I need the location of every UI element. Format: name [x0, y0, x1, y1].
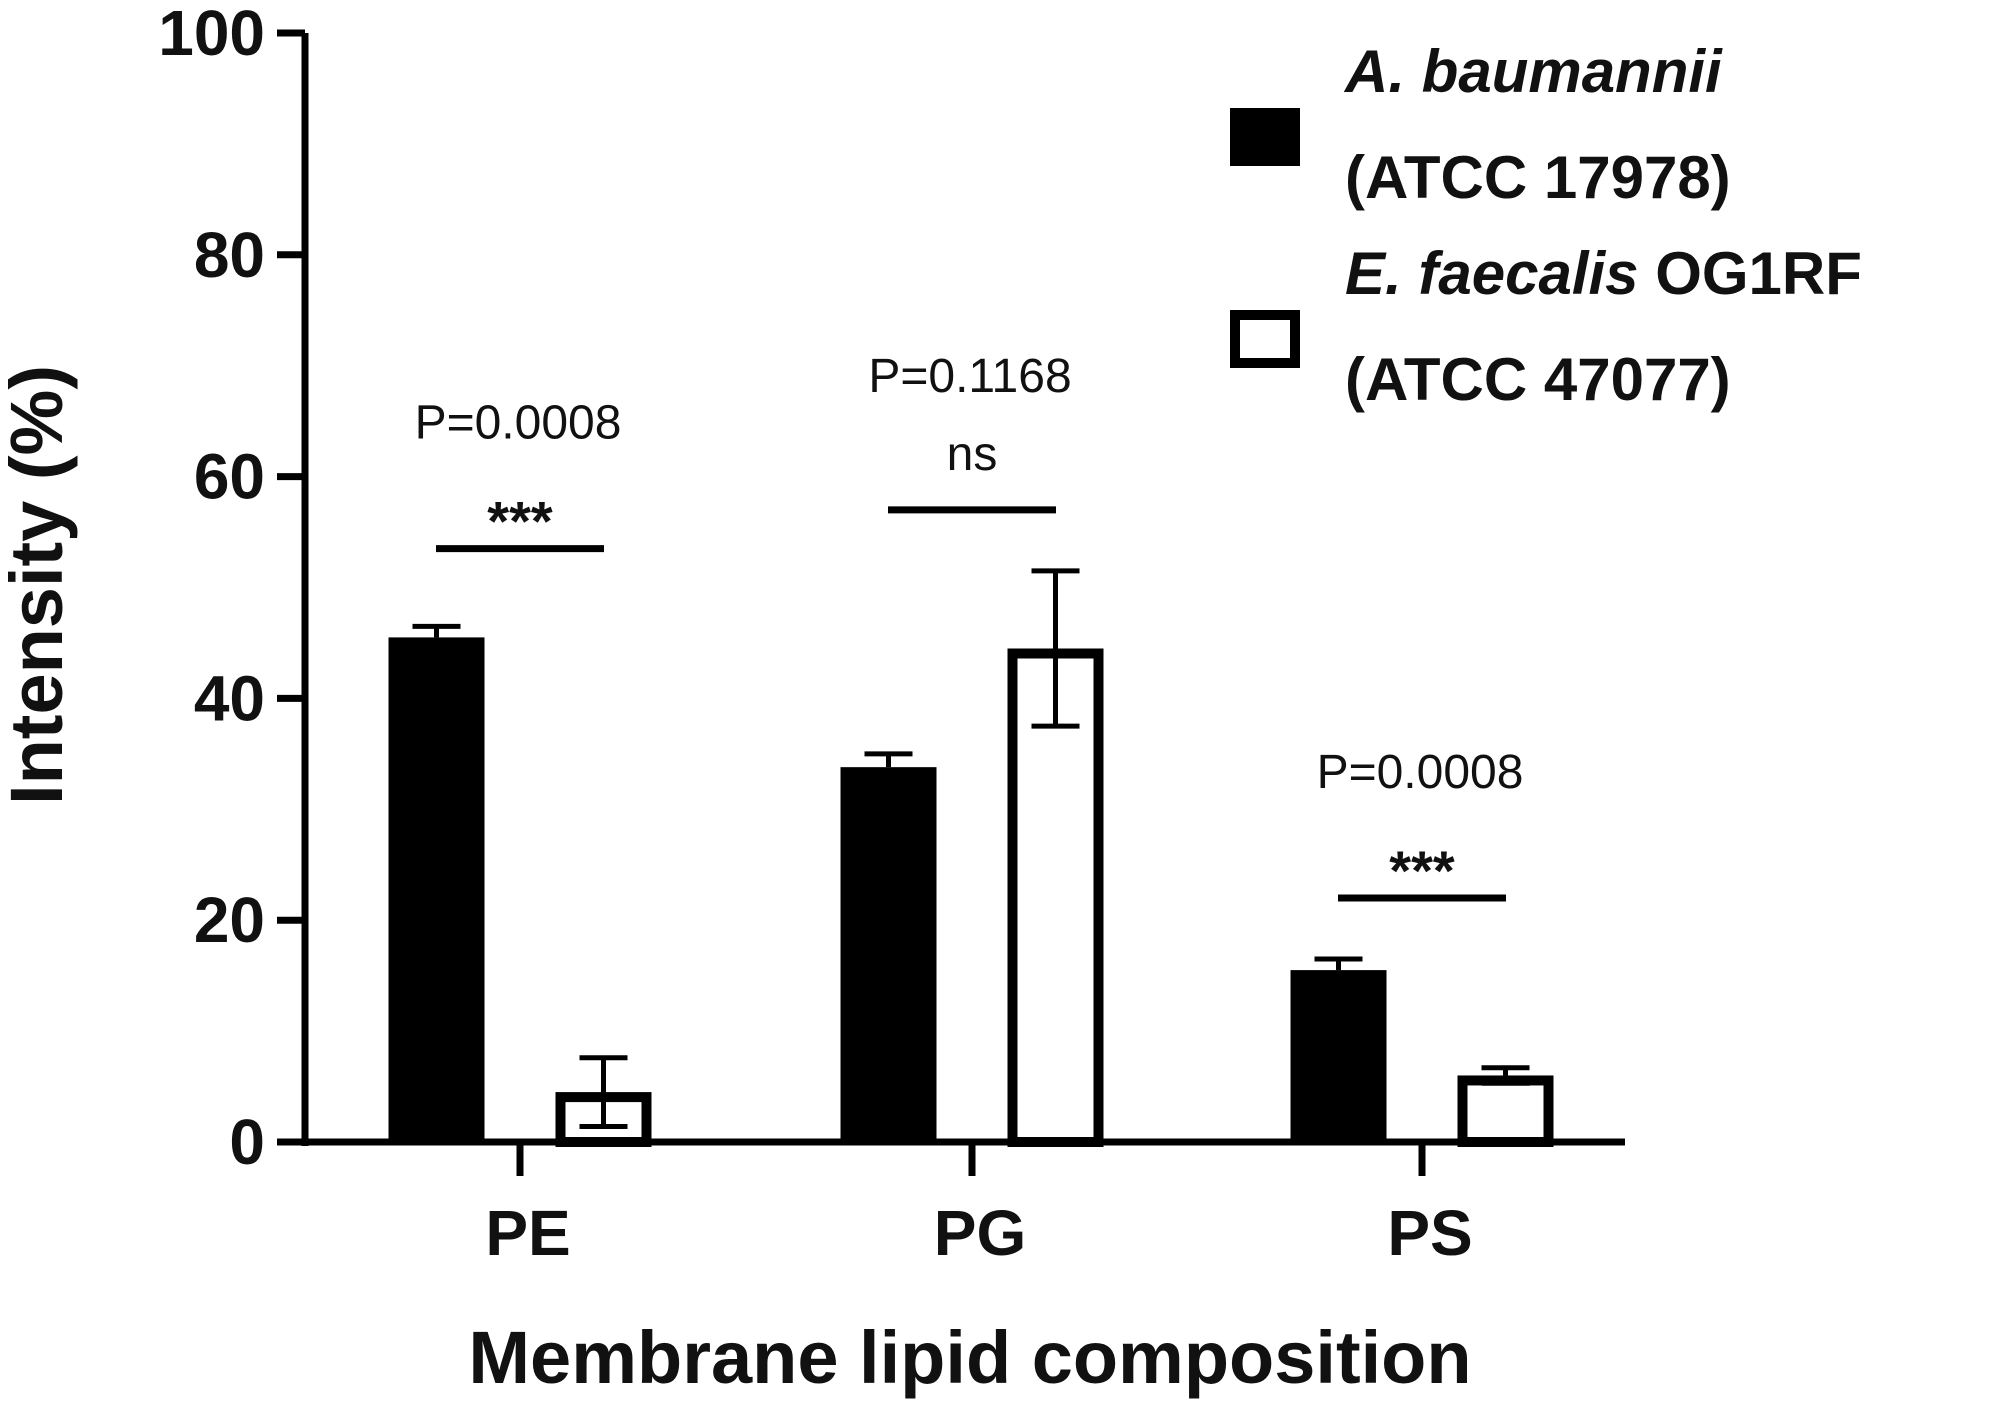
x-tick-label: PS — [1387, 1197, 1472, 1269]
legend-strain-name: OG1RF — [1639, 240, 1862, 307]
y-tick-label: 80 — [194, 219, 265, 291]
p-value-label: P=0.0008 — [1317, 746, 1524, 799]
p-value-label: P=0.0008 — [415, 397, 622, 450]
legend-label-line2: (ATCC 17978) — [1345, 144, 1731, 211]
significance-annotations: *** P=0.0008 ns P=0.1168 *** P=0.0008 — [415, 350, 1524, 902]
significance-stars: *** — [1389, 839, 1455, 902]
y-tick-label: 40 — [194, 662, 265, 734]
legend-label-line2: (ATCC 47077) — [1345, 346, 1731, 413]
y-axis-title: Intensity (%) — [0, 365, 78, 805]
bar — [1290, 970, 1387, 1142]
x-axis-title: Membrane lipid composition — [468, 1316, 1471, 1399]
significance-stars: *** — [487, 490, 553, 553]
legend-species-name: A. baumannii — [1343, 38, 1723, 105]
x-tick-label: PG — [934, 1197, 1026, 1269]
bar — [1457, 1075, 1554, 1147]
bar — [388, 637, 485, 1142]
bars — [388, 568, 1554, 1147]
y-tick-label: 100 — [158, 0, 265, 69]
legend-species-name: E. faecalis — [1345, 240, 1639, 307]
significance-ns: ns — [947, 428, 998, 481]
legend-label-line1: A. baumannii — [1343, 38, 1723, 105]
legend-label-line1: E. faecalis OG1RF — [1345, 240, 1862, 307]
p-value-label: P=0.1168 — [868, 350, 1071, 403]
legend-swatch — [1230, 108, 1300, 166]
bar — [840, 767, 937, 1142]
legend-swatch — [1230, 310, 1300, 368]
axes: 0 20 40 60 80 100 PE PG PS — [158, 0, 1625, 1269]
y-tick-label: 60 — [194, 441, 265, 513]
x-tick-label: PE — [485, 1197, 570, 1269]
y-tick-label: 0 — [229, 1106, 265, 1178]
y-tick-label: 20 — [194, 884, 265, 956]
legend: A. baumannii (ATCC 17978) E. faecalis OG1R… — [1230, 38, 1862, 413]
